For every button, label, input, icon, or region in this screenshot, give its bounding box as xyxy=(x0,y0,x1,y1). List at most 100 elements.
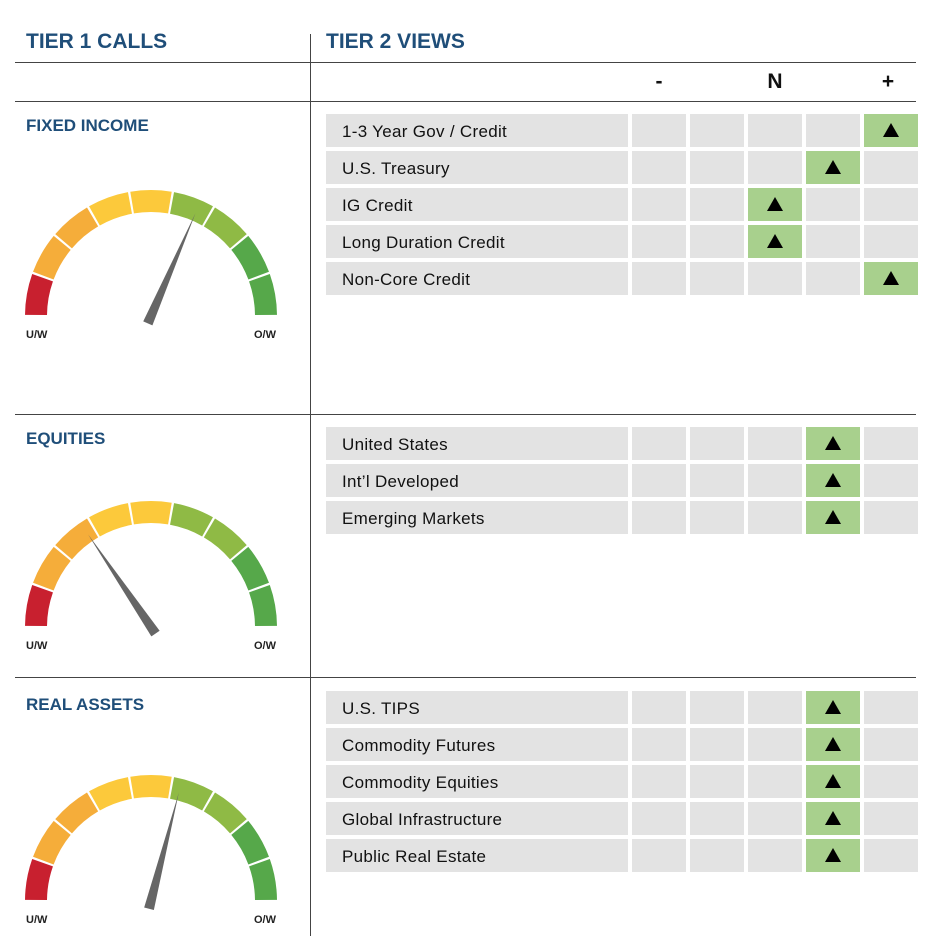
gauge-segment xyxy=(33,546,71,591)
position-cell-active xyxy=(806,151,860,184)
triangle-up-icon xyxy=(825,510,841,524)
triangle-up-icon xyxy=(767,197,783,211)
gauge-needle xyxy=(88,534,160,637)
triangle-up-icon xyxy=(825,848,841,862)
row-label: Public Real Estate xyxy=(326,839,628,872)
row-label: IG Credit xyxy=(326,188,628,221)
position-cell xyxy=(632,114,686,147)
triangle-up-icon xyxy=(883,123,899,137)
position-cell xyxy=(690,765,744,798)
position-cell xyxy=(864,501,918,534)
position-cell-active xyxy=(864,262,918,295)
gauge-max-label: O/W xyxy=(254,329,276,341)
position-cell xyxy=(632,839,686,872)
position-cell xyxy=(748,427,802,460)
position-cell-active xyxy=(806,464,860,497)
position-cell xyxy=(864,802,918,835)
section-title: REAL ASSETS xyxy=(26,695,145,714)
position-cell xyxy=(690,501,744,534)
gauge-segment xyxy=(203,518,247,560)
gauge-segment xyxy=(33,820,71,865)
position-cell xyxy=(864,464,918,497)
row-label: U.S. TIPS xyxy=(326,691,628,724)
row-label: United States xyxy=(326,427,628,460)
position-cell-active xyxy=(748,188,802,221)
position-cell xyxy=(806,262,860,295)
row-label: U.S. Treasury xyxy=(326,151,628,184)
gauge-segment xyxy=(203,792,247,834)
position-cell xyxy=(632,464,686,497)
triangle-up-icon xyxy=(825,811,841,825)
position-cell xyxy=(690,691,744,724)
position-cell xyxy=(632,765,686,798)
gauge-min-label: U/W xyxy=(26,914,48,926)
scale-neutral: N xyxy=(767,70,783,93)
position-cell-active xyxy=(806,728,860,761)
gauge xyxy=(25,501,277,637)
position-cell xyxy=(864,188,918,221)
gauge-max-label: O/W xyxy=(254,914,276,926)
row-label: Global Infrastructure xyxy=(326,802,628,835)
gauge xyxy=(25,190,277,326)
position-cell xyxy=(632,802,686,835)
position-cell xyxy=(690,262,744,295)
gauge-segment xyxy=(231,820,269,865)
position-cell xyxy=(690,839,744,872)
position-cell xyxy=(632,427,686,460)
gauge-segment xyxy=(130,190,172,214)
triangle-up-icon xyxy=(825,737,841,751)
triangle-up-icon xyxy=(825,774,841,788)
gauge-segment xyxy=(55,792,99,834)
position-cell xyxy=(864,839,918,872)
position-cell xyxy=(806,225,860,258)
row-label: Int’l Developed xyxy=(326,464,628,497)
gauge-segment xyxy=(25,274,53,316)
position-cell xyxy=(748,262,802,295)
position-cell xyxy=(748,114,802,147)
position-cell xyxy=(806,188,860,221)
position-cell xyxy=(690,188,744,221)
gauge-segment xyxy=(231,546,269,591)
gauge-segment xyxy=(25,585,53,627)
gauge-needle xyxy=(143,213,196,326)
gauge-segment xyxy=(89,777,132,811)
tier2-header: TIER 2 VIEWS xyxy=(326,30,465,53)
column-divider xyxy=(310,34,311,936)
row-label: Commodity Futures xyxy=(326,728,628,761)
position-cell-active xyxy=(806,501,860,534)
row-label: Commodity Equities xyxy=(326,765,628,798)
position-cell xyxy=(632,262,686,295)
position-cell xyxy=(748,839,802,872)
triangle-up-icon xyxy=(883,271,899,285)
position-cell xyxy=(864,691,918,724)
gauge-segment xyxy=(231,235,269,280)
position-cell-active xyxy=(864,114,918,147)
position-cell xyxy=(690,728,744,761)
gauge-segment xyxy=(25,859,53,901)
position-cell-active xyxy=(806,839,860,872)
position-cell-active xyxy=(806,427,860,460)
gauge-segment xyxy=(89,503,132,537)
gauge-segment xyxy=(55,518,99,560)
position-cell xyxy=(806,114,860,147)
gauge xyxy=(25,775,277,910)
section-divider-1 xyxy=(15,414,916,415)
position-cell xyxy=(748,802,802,835)
position-cell xyxy=(748,765,802,798)
position-cell-active xyxy=(748,225,802,258)
position-cell xyxy=(748,151,802,184)
position-cell xyxy=(632,151,686,184)
position-cell xyxy=(690,427,744,460)
header-divider xyxy=(15,62,916,63)
gauge-segment xyxy=(249,274,277,316)
position-cell xyxy=(632,501,686,534)
position-cell xyxy=(690,802,744,835)
scale-divider xyxy=(15,101,916,102)
triangle-up-icon xyxy=(825,436,841,450)
position-cell xyxy=(632,728,686,761)
position-cell xyxy=(632,188,686,221)
position-cell xyxy=(864,427,918,460)
position-cell xyxy=(748,728,802,761)
triangle-up-icon xyxy=(767,234,783,248)
row-label: Long Duration Credit xyxy=(326,225,628,258)
